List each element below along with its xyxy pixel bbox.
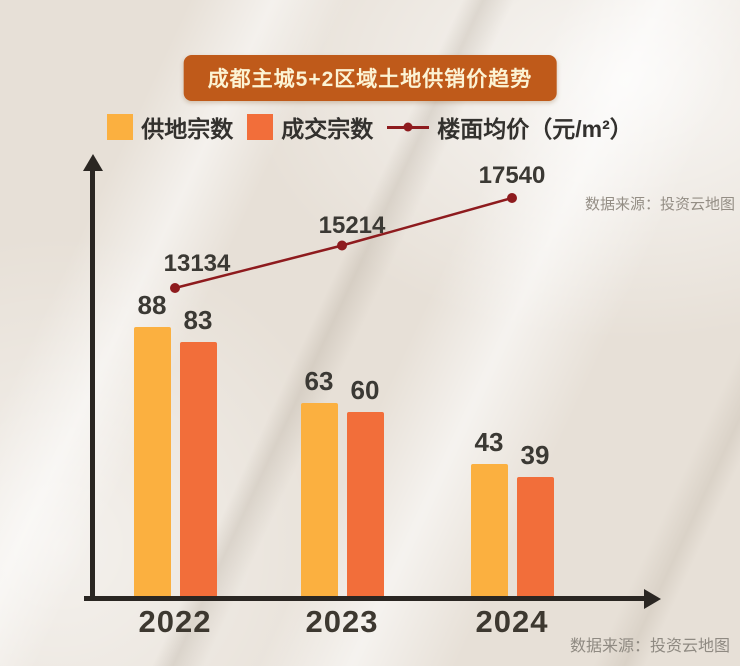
x-tick-2022: 2022 (138, 604, 212, 639)
price-value-2024: 17540 (478, 162, 546, 189)
watermark: 数据来源：投资云地图 (584, 196, 735, 213)
bar-sold-2023 (346, 412, 384, 596)
sold-swatch-icon (247, 114, 274, 140)
legend-label-price: 楼面均价（元/m²） (437, 116, 633, 142)
chart-title: 成都主城5+2区域土地供销价趋势 (183, 55, 557, 101)
y-axis (90, 170, 95, 596)
source-note: 数据来源：投资云地图 (569, 638, 730, 655)
legend: 供地宗数 成交宗数 楼面均价（元/m²） (0, 110, 740, 144)
bar-supply-2023 (300, 403, 338, 596)
price-value-2023: 15214 (318, 212, 386, 239)
bar-col-sold-2024: 39 (516, 440, 554, 596)
bar-supply-2024 (470, 464, 508, 596)
y-axis-arrow-icon (83, 154, 103, 171)
bar-value-supply-2024: 43 (474, 427, 504, 457)
bar-sold-2024 (516, 477, 554, 596)
bar-value-supply-2023: 63 (304, 366, 334, 396)
x-axis-arrow-icon (644, 589, 661, 609)
price-line-icon (387, 122, 430, 132)
bar-col-sold-2023: 60 (346, 375, 384, 596)
supply-swatch-icon (107, 114, 134, 140)
price-value-2022: 13134 (163, 250, 231, 277)
bar-supply-2022 (133, 327, 171, 596)
bar-col-supply-2023: 63 (300, 366, 338, 596)
bar-value-supply-2022: 88 (137, 290, 167, 320)
bar-group-2024: 43 39 (466, 427, 558, 596)
legend-item-sold: 成交宗数 (247, 110, 373, 144)
bar-col-supply-2024: 43 (470, 427, 508, 596)
legend-item-supply: 供地宗数 (107, 110, 233, 144)
x-axis (84, 596, 646, 601)
legend-item-price: 楼面均价（元/m²） (387, 110, 633, 144)
legend-label-sold: 成交宗数 (281, 116, 374, 142)
bar-value-sold-2024: 39 (520, 440, 550, 470)
x-tick-2023: 2023 (305, 604, 379, 639)
price-line-dot-icon (403, 122, 413, 132)
bar-group-2023: 63 60 (296, 366, 388, 596)
legend-label-supply: 供地宗数 (141, 116, 234, 142)
bar-col-sold-2022: 83 (179, 305, 217, 596)
bar-col-supply-2022: 88 (133, 290, 171, 596)
x-tick-2024: 2024 (475, 604, 549, 639)
bar-sold-2022 (179, 342, 217, 596)
bar-value-sold-2023: 60 (350, 375, 380, 405)
bar-group-2022: 88 83 (129, 290, 221, 596)
bar-value-sold-2022: 83 (183, 305, 213, 335)
